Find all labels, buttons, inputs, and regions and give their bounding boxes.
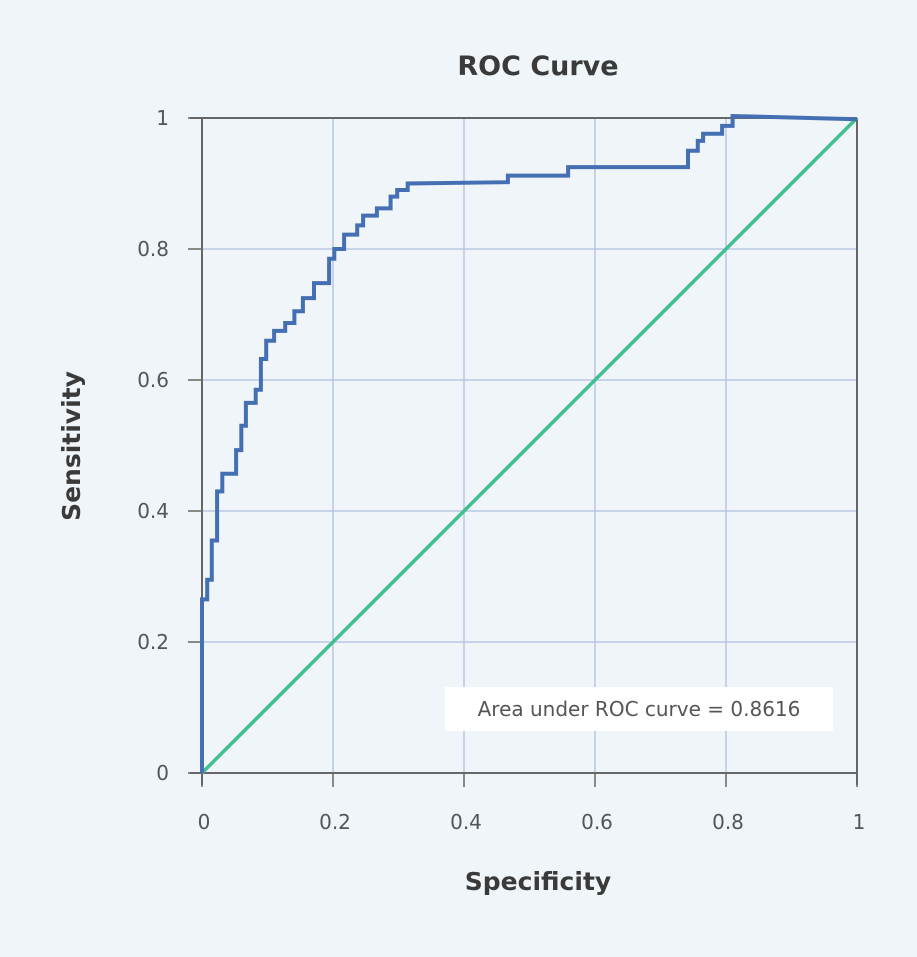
x-tick-label: 0.4 — [450, 810, 482, 834]
reference-diagonal-line — [200, 116, 859, 775]
x-tick-label: 0.6 — [581, 810, 613, 834]
series-group — [200, 113, 859, 775]
x-tick-label: 1 — [853, 810, 866, 834]
roc-curve-line — [200, 113, 858, 773]
x-tick-label: 0.8 — [712, 810, 744, 834]
auc-annotation: Area under ROC curve = 0.8616 — [478, 697, 801, 721]
legend-box: Area under ROC curve = 0.8616 — [445, 687, 833, 731]
y-tick-label: 0.6 — [137, 368, 169, 392]
y-tick-label: 0.4 — [137, 499, 169, 523]
chart-title: ROC Curve — [457, 51, 618, 82]
x-tick-label: 0 — [198, 810, 211, 834]
y-tick-label: 0.8 — [137, 237, 169, 261]
x-axis-title: Specificity — [465, 867, 611, 896]
y-tick-label: 0 — [156, 761, 169, 785]
x-tick-label: 0.2 — [319, 810, 351, 834]
y-tick-label: 1 — [156, 106, 169, 130]
grid — [202, 118, 857, 773]
y-axis-title: Sensitivity — [57, 371, 86, 521]
ticks: 0 0.2 0.4 0.6 0.8 1 0 0.2 0.4 0.6 0.8 1 — [137, 106, 865, 834]
legend-background — [445, 687, 833, 731]
y-tick-label: 0.2 — [137, 630, 169, 654]
